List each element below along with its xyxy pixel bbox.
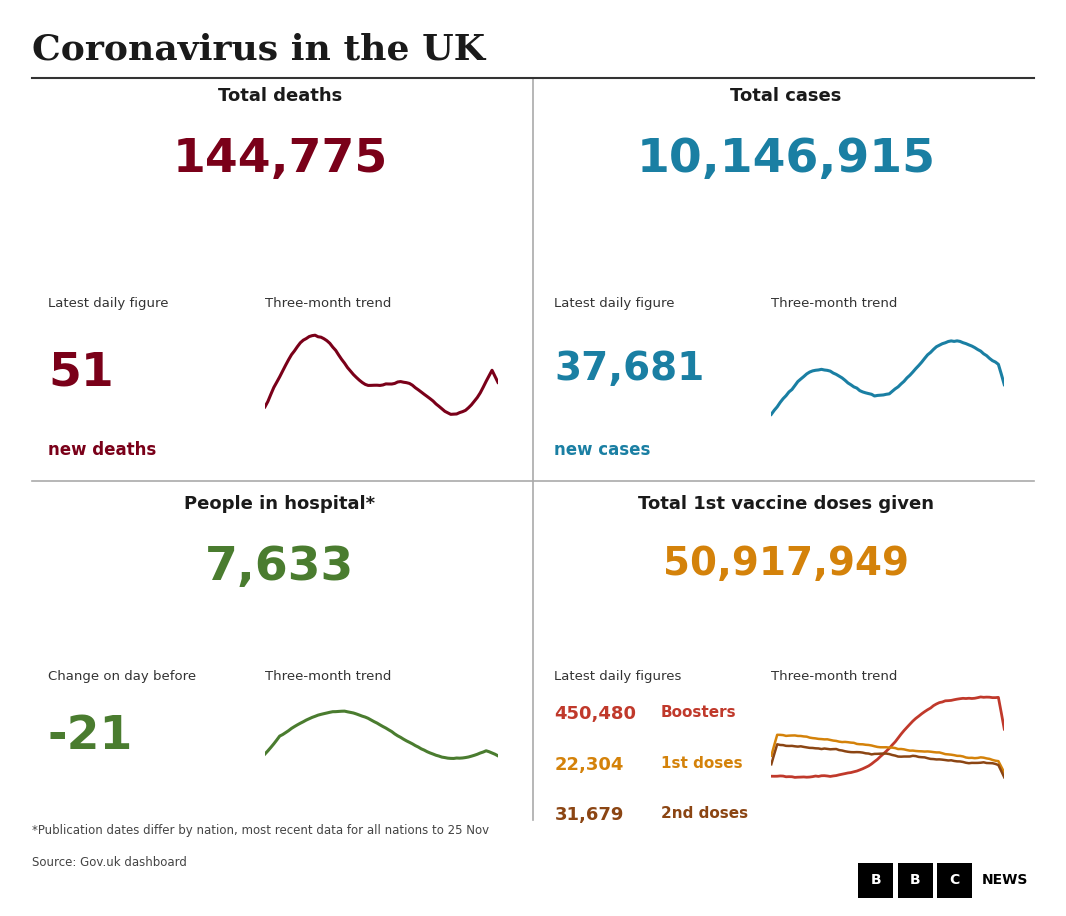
Text: B: B	[871, 873, 881, 888]
Text: Three-month trend: Three-month trend	[772, 297, 898, 311]
Text: Total cases: Total cases	[730, 87, 842, 105]
Text: Latest daily figure: Latest daily figure	[48, 297, 168, 311]
Text: Boosters: Boosters	[661, 705, 737, 720]
Text: Total deaths: Total deaths	[217, 87, 342, 105]
Text: *Publication dates differ by nation, most recent data for all nations to 25 Nov: *Publication dates differ by nation, mos…	[32, 824, 489, 837]
Text: 51: 51	[48, 350, 114, 396]
Text: People in hospital*: People in hospital*	[184, 495, 375, 513]
Text: Change on day before: Change on day before	[48, 670, 196, 682]
Text: Source: Gov.uk dashboard: Source: Gov.uk dashboard	[32, 856, 187, 869]
Text: Three-month trend: Three-month trend	[265, 297, 391, 311]
Text: Latest daily figure: Latest daily figure	[554, 297, 675, 311]
Text: 10,146,915: 10,146,915	[636, 137, 936, 182]
Text: B: B	[910, 873, 920, 888]
Text: NEWS: NEWS	[982, 873, 1029, 888]
Text: 22,304: 22,304	[554, 756, 624, 773]
Text: C: C	[950, 873, 959, 888]
Text: 50,917,949: 50,917,949	[663, 545, 909, 583]
Text: Three-month trend: Three-month trend	[772, 670, 898, 682]
Text: 450,480: 450,480	[554, 705, 636, 723]
Text: 37,681: 37,681	[554, 350, 705, 388]
Text: new cases: new cases	[554, 441, 650, 459]
Text: Latest daily figures: Latest daily figures	[554, 670, 681, 682]
Text: -21: -21	[48, 714, 133, 759]
Text: 31,679: 31,679	[554, 806, 624, 823]
Text: 2nd doses: 2nd doses	[661, 806, 748, 821]
Text: 144,775: 144,775	[173, 137, 387, 182]
Text: new deaths: new deaths	[48, 441, 157, 459]
Text: 7,633: 7,633	[205, 545, 355, 590]
Text: Coronavirus in the UK: Coronavirus in the UK	[32, 32, 485, 66]
Text: Total 1st vaccine doses given: Total 1st vaccine doses given	[639, 495, 934, 513]
Text: Three-month trend: Three-month trend	[265, 670, 391, 682]
Text: 1st doses: 1st doses	[661, 756, 743, 770]
